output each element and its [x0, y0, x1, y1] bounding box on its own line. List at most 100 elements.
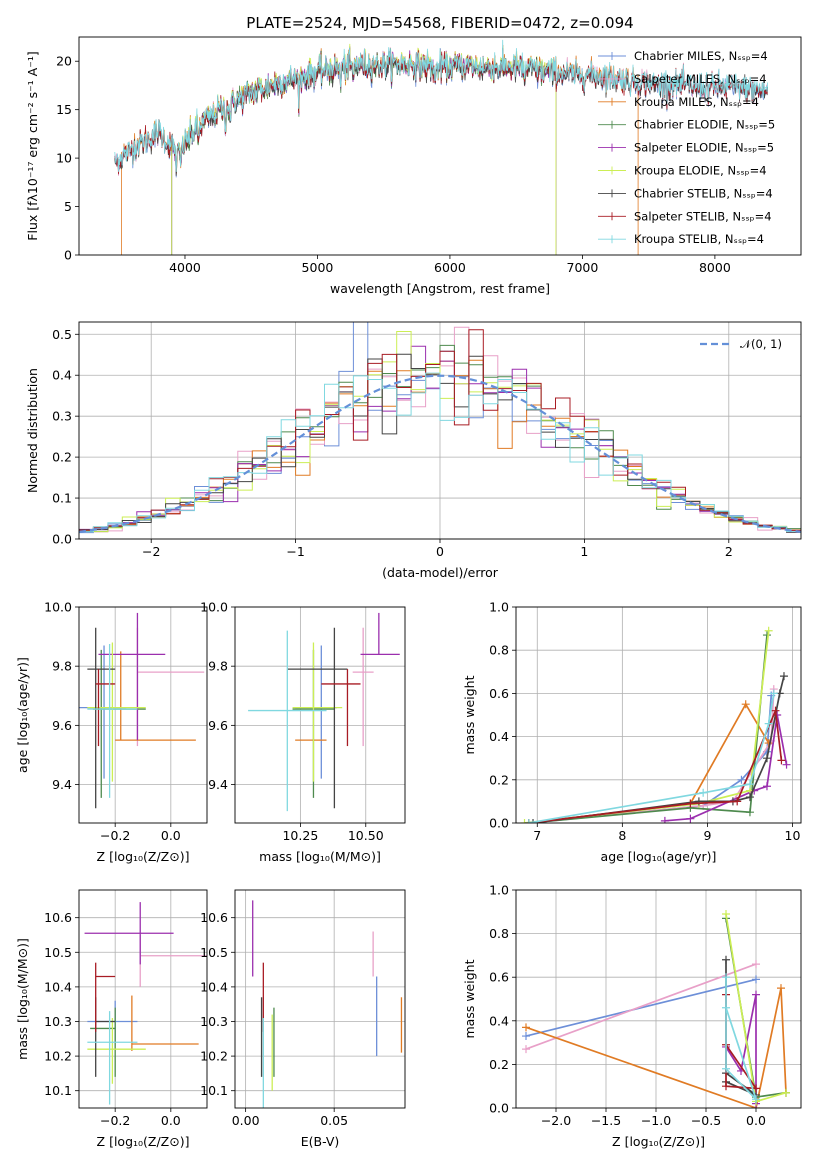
weight-marker-salpeter_stelib — [771, 706, 780, 715]
y-tick-label: 0.1 — [52, 491, 72, 506]
x-tick-label: −1.5 — [591, 1113, 621, 1128]
weight-marker-salpeter_elodie — [752, 990, 760, 999]
x-tick-label: 0.0 — [161, 1113, 181, 1128]
x-tick-label: 7 — [533, 828, 541, 843]
y-tick-label: 9.8 — [52, 659, 72, 674]
axes-frame — [515, 606, 802, 824]
plot-area — [252, 900, 403, 1108]
y-tick-label: 0.8 — [489, 926, 509, 941]
age-vs-metallicity-panel: −0.2 0.0 9.4 9.6 9.8 10.0 Z [log₁₀(Z/Z⊙)] age [… — [15, 600, 208, 864]
y-tick-label: 10 — [56, 151, 72, 166]
weight-marker-salpeter_stelib — [686, 799, 695, 808]
y-tick-label: 0.4 — [489, 1013, 509, 1028]
x-tick-label: 9 — [703, 828, 711, 843]
plot-area — [79, 612, 205, 809]
x-axis-label: age [log₁₀(age/yr)] — [601, 849, 717, 864]
x-axis-label: Z [log₁₀(Z/Z⊙)] — [612, 1134, 705, 1149]
x-tick-label: 2 — [725, 544, 733, 559]
weight-marker-kroupa_stelib — [722, 973, 730, 982]
weight-marker-salpeter_elodie — [782, 760, 791, 769]
axes-frame — [78, 321, 802, 540]
legend-entry: Salpeter STELIB, Nₛₛₚ=4 — [634, 209, 772, 223]
x-axis-label: Z [log₁₀(Z/Z⊙)] — [97, 1134, 190, 1149]
weight-marker-chabrier_stelib — [529, 819, 538, 823]
weight-marker-chabrier_stelib — [722, 955, 730, 964]
y-tick-label: 20 — [56, 54, 72, 69]
y-tick-label: 10.1 — [44, 1083, 72, 1098]
x-axis-label: Z [log₁₀(Z/Z⊙)] — [97, 849, 190, 864]
y-tick-label: 1.0 — [489, 883, 509, 898]
y-tick-label: 10.4 — [200, 979, 228, 994]
weight-marker-salpeter_miles — [752, 960, 760, 969]
legend-entry: Salpeter MILES, Nₛₛₚ=4 — [634, 72, 767, 86]
plot-area — [84, 902, 207, 1105]
x-axis-label: wavelength [Angstrom, rest frame] — [330, 281, 550, 296]
weight-marker-chabrier_stelib — [762, 754, 771, 763]
x-axis-label: (data-model)/error — [382, 565, 499, 580]
y-tick-label: 0.4 — [52, 368, 72, 383]
axes-frame — [78, 889, 208, 1109]
x-tick-label: 10 — [785, 828, 801, 843]
y-tick-label: 0.2 — [489, 772, 509, 787]
x-tick-label: 4000 — [169, 260, 201, 275]
x-tick-label: −1.0 — [641, 1113, 671, 1128]
y-tick-label: 15 — [56, 102, 72, 117]
legend-entry: Chabrier STELIB, Nₛₛₚ=4 — [634, 186, 773, 200]
legend-entry-normal: 𝒩(0, 1) — [740, 337, 782, 351]
chart-title: PLATE=2524, MJD=54568, FIBERID=0472, z=0… — [246, 14, 633, 32]
y-tick-label: 0.0 — [52, 532, 72, 547]
weight-marker-kroupa_elodie — [764, 626, 773, 635]
y-tick-label: 10.6 — [44, 910, 72, 925]
x-tick-label: 10.25 — [282, 828, 318, 843]
y-tick-label: 0.2 — [489, 1057, 509, 1072]
y-tick-label: 0 — [64, 248, 72, 263]
weight-marker-chabrier_stelib — [779, 672, 788, 681]
weight-marker-chabrier_stelib — [745, 793, 754, 802]
weight-marker-chabrier_miles — [752, 975, 760, 984]
x-tick-label: 8000 — [699, 260, 731, 275]
plot-area — [114, 39, 768, 255]
y-tick-label: 9.8 — [208, 659, 228, 674]
y-tick-label: 0.6 — [489, 970, 509, 985]
mass-vs-ebv-panel: 0.00 0.05 10.1 10.2 10.3 10.4 10.5 10.6 E(B-V) — [200, 889, 406, 1149]
plot-area — [522, 909, 790, 1108]
axes-frame — [234, 889, 406, 1109]
weight-marker-salpeter_elodie — [686, 814, 695, 823]
x-tick-label: −2 — [142, 544, 160, 559]
axes-frame — [78, 36, 802, 256]
x-axis-label: mass [log₁₀(M/M⊙)] — [259, 849, 381, 864]
weight-marker-chabrier_stelib — [694, 797, 703, 806]
x-tick-label: −2.0 — [541, 1113, 571, 1128]
x-tick-label: −0.2 — [100, 1113, 130, 1128]
weight-marker-kroupa_miles — [522, 1023, 530, 1032]
x-tick-label: −1 — [286, 544, 304, 559]
x-tick-label: 0.05 — [320, 1113, 348, 1128]
weight-marker-chabrier_elodie — [745, 808, 754, 817]
y-tick-label: 10.2 — [44, 1049, 72, 1064]
weight-marker-kroupa_stelib — [722, 1064, 730, 1073]
weight-marker-salpeter_elodie — [660, 816, 669, 823]
weight-marker-salpeter_stelib — [733, 797, 742, 806]
y-axis-label: mass weight — [462, 675, 477, 754]
y-tick-label: 10.3 — [200, 1014, 228, 1029]
weight-marker-kroupa_elodie — [782, 1088, 790, 1097]
mass-vs-metallicity-panel: −0.2 0.0 10.1 10.2 10.3 10.4 10.5 10.6 Z [log₁₀(… — [15, 889, 208, 1149]
y-tick-label: 9.4 — [208, 777, 228, 792]
x-tick-label: 0.0 — [746, 1113, 766, 1128]
weight-line-salpeter_elodie — [725, 994, 757, 1104]
weight-marker-kroupa_miles — [741, 700, 750, 709]
x-tick-label: 10.50 — [348, 828, 384, 843]
weight-marker-salpeter_elodie — [762, 782, 771, 791]
y-tick-label: 1.0 — [489, 600, 509, 615]
y-axis-label: mass [log₁₀(M/M⊙)] — [15, 938, 30, 1060]
normal-curve — [79, 374, 801, 533]
y-tick-label: 9.4 — [52, 777, 72, 792]
weight-line-salpeter_elodie — [664, 714, 788, 822]
x-axis-label: E(B-V) — [301, 1134, 340, 1149]
x-tick-label: −0.5 — [691, 1113, 721, 1128]
y-axis-label: age [log₁₀(age/yr)] — [15, 657, 30, 773]
x-tick-label: 0 — [436, 544, 444, 559]
weight-marker-kroupa_elodie — [722, 909, 730, 918]
y-tick-label: 0.8 — [489, 643, 509, 658]
